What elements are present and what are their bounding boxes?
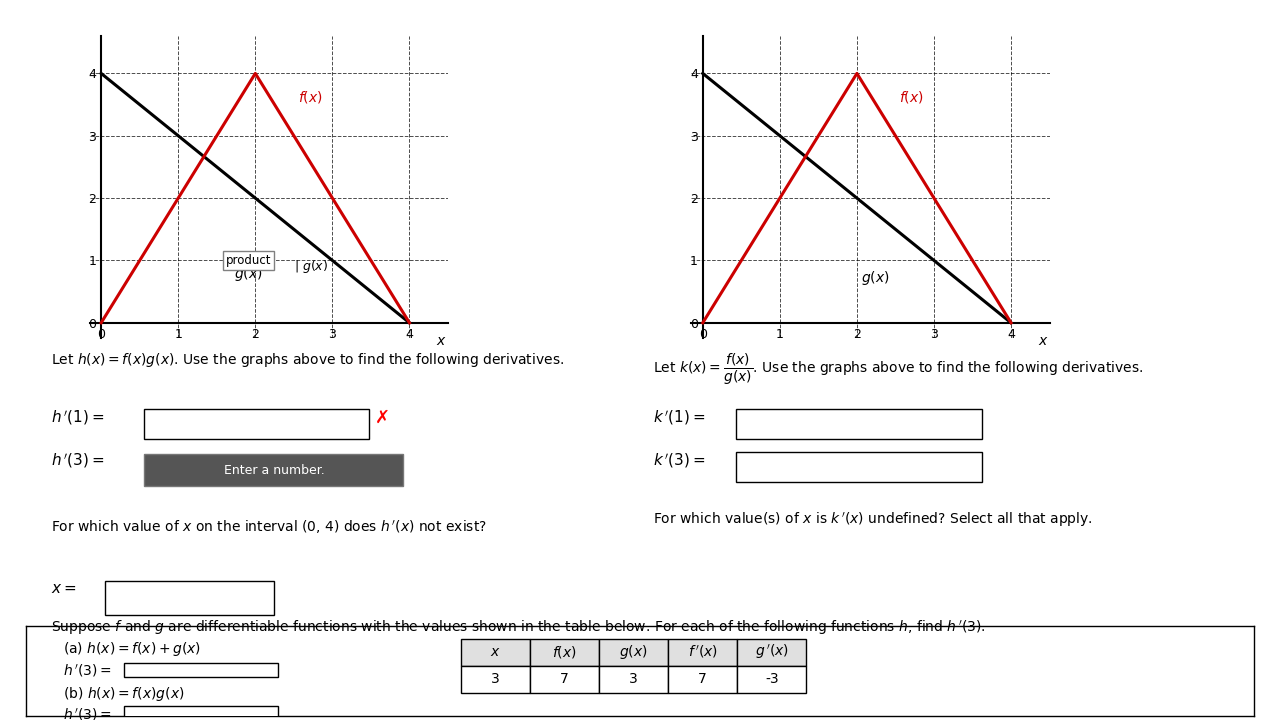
FancyBboxPatch shape	[145, 454, 403, 487]
FancyBboxPatch shape	[124, 706, 278, 720]
Text: Let $h(x) = f(x)g(x)$. Use the graphs above to find the following derivatives.: Let $h(x) = f(x)g(x)$. Use the graphs ab…	[51, 351, 564, 369]
Text: $h\,'(1) = $: $h\,'(1) = $	[51, 409, 105, 427]
Text: $f(x)$: $f(x)$	[900, 89, 924, 105]
FancyBboxPatch shape	[736, 409, 982, 439]
Text: (b) $h(x) = f(x)g(x)$: (b) $h(x) = f(x)g(x)$	[63, 685, 184, 703]
Text: For which value of $x$ on the interval (0, 4) does $h\,'(x)$ not exist?: For which value of $x$ on the interval (…	[51, 518, 488, 536]
Text: For which value(s) of $x$ is $k\,'(x)$ undefined? Select all that apply.: For which value(s) of $x$ is $k\,'(x)$ u…	[653, 511, 1093, 529]
Text: ✗: ✗	[375, 409, 390, 426]
FancyBboxPatch shape	[736, 452, 982, 482]
Text: product: product	[225, 254, 271, 267]
Text: $k\,'(1) = $: $k\,'(1) = $	[653, 409, 705, 427]
Text: $h\,'(3) = $: $h\,'(3) = $	[51, 452, 105, 470]
Text: Enter a number.: Enter a number.	[224, 464, 325, 477]
FancyBboxPatch shape	[105, 581, 274, 615]
Text: $x$: $x$	[1038, 334, 1048, 348]
Text: $g(x)$: $g(x)$	[234, 265, 262, 283]
Text: Let $k(x) = \dfrac{f(x)}{g(x)}$. Use the graphs above to find the following deri: Let $k(x) = \dfrac{f(x)}{g(x)}$. Use the…	[653, 351, 1143, 387]
Text: | $g(x)$: | $g(x)$	[294, 258, 328, 275]
FancyBboxPatch shape	[124, 662, 278, 678]
Text: Suppose $f$ and $g$ are differentiable functions with the values shown in the ta: Suppose $f$ and $g$ are differentiable f…	[51, 619, 986, 637]
Text: $x = $: $x = $	[51, 581, 77, 596]
Text: $h\,'(3)=$: $h\,'(3)=$	[63, 662, 111, 679]
Text: (a) $h(x) = f(x) + g(x)$: (a) $h(x) = f(x) + g(x)$	[63, 640, 201, 658]
Text: $f(x)$: $f(x)$	[298, 89, 323, 105]
Text: $h\,'(3)=$: $h\,'(3)=$	[63, 706, 111, 720]
Text: $g(x)$: $g(x)$	[860, 269, 890, 287]
Text: $k\,'(3) = $: $k\,'(3) = $	[653, 452, 705, 470]
Text: $x$: $x$	[436, 334, 447, 348]
FancyBboxPatch shape	[145, 409, 370, 439]
